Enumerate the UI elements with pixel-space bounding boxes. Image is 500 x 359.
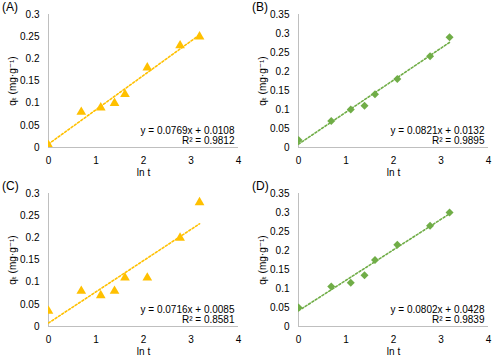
html-text:(A): (A) [2, 0, 18, 14]
svg-text:3: 3 [188, 334, 194, 345]
svg-text:y = 0.0769x + 0.0108R² = 0.981: y = 0.0769x + 0.0108R² = 0.9812 [141, 125, 235, 146]
svg-text:2: 2 [391, 334, 397, 345]
svg-text:1: 1 [343, 155, 349, 166]
svg-text:0.1: 0.1 [26, 97, 40, 108]
svg-text:0: 0 [296, 155, 302, 166]
svg-text:0.2: 0.2 [276, 245, 290, 256]
svg-text:1: 1 [343, 334, 349, 345]
svg-text:0.25: 0.25 [270, 226, 290, 237]
svg-text:y = 0.0821x + 0.0132R² = 0.989: y = 0.0821x + 0.0132R² = 0.9895 [391, 125, 485, 146]
svg-text:0: 0 [284, 321, 290, 332]
svg-text:ln t: ln t [387, 167, 401, 178]
svg-text:0.3: 0.3 [26, 9, 40, 20]
svg-text:qₜ (mg·g⁻¹): qₜ (mg·g⁻¹) [257, 56, 268, 105]
svg-text:0.25: 0.25 [20, 31, 40, 42]
svg-text:0.1: 0.1 [276, 283, 290, 294]
svg-text:qₜ (mg·g⁻¹): qₜ (mg·g⁻¹) [257, 235, 268, 284]
svg-text:0: 0 [296, 334, 302, 345]
svg-text:0.25: 0.25 [270, 47, 290, 58]
svg-text:0.05: 0.05 [20, 299, 40, 310]
svg-text:3: 3 [188, 155, 194, 166]
svg-text:0.05: 0.05 [20, 120, 40, 131]
svg-text:0.15: 0.15 [270, 264, 290, 275]
svg-text:0.3: 0.3 [26, 188, 40, 199]
svg-text:qₜ (mg·g⁻¹): qₜ (mg·g⁻¹) [7, 56, 18, 105]
html-text:(B): (B) [252, 0, 268, 14]
svg-text:y = 0.0802x + 0.0428R² = 0.983: y = 0.0802x + 0.0428R² = 0.9839 [391, 304, 485, 325]
svg-text:0.35: 0.35 [270, 188, 290, 199]
svg-text:y = 0.0716x + 0.0085R² = 0.858: y = 0.0716x + 0.0085R² = 0.8581 [141, 304, 235, 325]
svg-text:4: 4 [486, 334, 492, 345]
svg-text:0.2: 0.2 [276, 66, 290, 77]
svg-text:0.05: 0.05 [270, 302, 290, 313]
svg-text:4: 4 [486, 155, 492, 166]
svg-text:0: 0 [46, 155, 52, 166]
svg-text:0.15: 0.15 [20, 254, 40, 265]
svg-text:0.05: 0.05 [270, 123, 290, 134]
html-text:(C): (C) [2, 179, 19, 193]
svg-text:0.3: 0.3 [276, 207, 290, 218]
svg-text:ln t: ln t [387, 346, 401, 357]
svg-text:ln t: ln t [137, 167, 151, 178]
svg-text:0: 0 [34, 142, 40, 153]
svg-text:3: 3 [438, 155, 444, 166]
svg-text:0.3: 0.3 [276, 28, 290, 39]
svg-text:3: 3 [438, 334, 444, 345]
svg-text:0: 0 [46, 334, 52, 345]
svg-text:2: 2 [141, 334, 147, 345]
svg-text:0: 0 [284, 142, 290, 153]
svg-text:0.1: 0.1 [276, 104, 290, 115]
svg-text:0.25: 0.25 [20, 210, 40, 221]
html-text:(D): (D) [252, 179, 269, 193]
svg-text:0.15: 0.15 [20, 75, 40, 86]
svg-text:ln t: ln t [137, 346, 151, 357]
svg-text:4: 4 [236, 155, 242, 166]
svg-text:0.15: 0.15 [270, 85, 290, 96]
svg-text:1: 1 [93, 155, 99, 166]
svg-text:0.2: 0.2 [26, 232, 40, 243]
svg-text:0.35: 0.35 [270, 9, 290, 20]
svg-text:2: 2 [141, 155, 147, 166]
svg-text:qₜ (mg·g⁻¹): qₜ (mg·g⁻¹) [7, 235, 18, 284]
svg-text:0: 0 [34, 321, 40, 332]
svg-text:0.2: 0.2 [26, 53, 40, 64]
svg-text:0.1: 0.1 [26, 276, 40, 287]
svg-text:4: 4 [236, 334, 242, 345]
svg-text:1: 1 [93, 334, 99, 345]
svg-text:2: 2 [391, 155, 397, 166]
